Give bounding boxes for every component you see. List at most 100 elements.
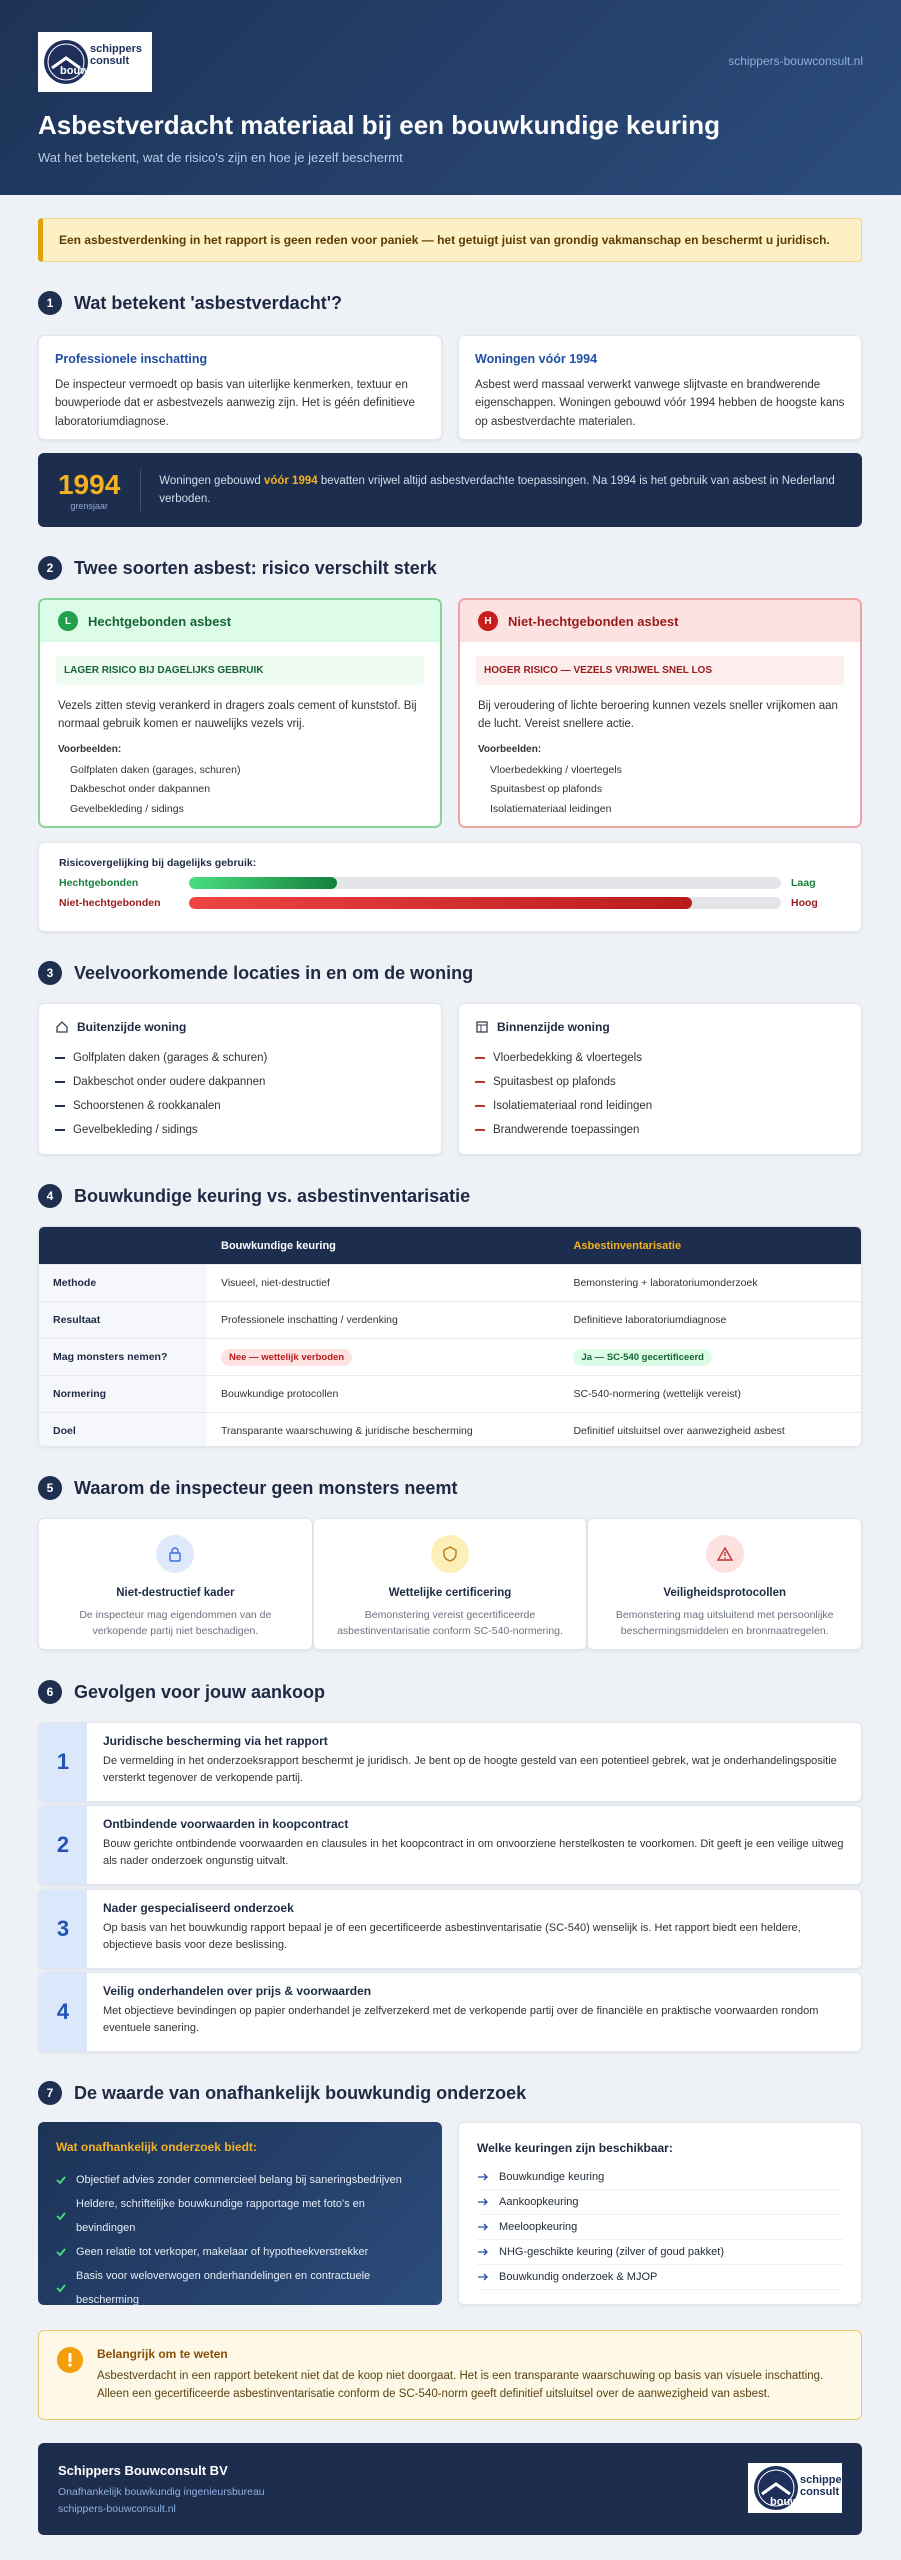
year-box: 1994 grensjaar bbox=[38, 469, 142, 511]
logo-text: schippers bbox=[800, 2474, 852, 2486]
icon-part bbox=[68, 2353, 72, 2362]
footer-tagline: Onafhankelijk bouwkundig ingenieursburea… bbox=[58, 2486, 265, 2498]
risk-tag: HOGER RISICO — VEZELS VRIJWEL SNEL LOS bbox=[476, 656, 844, 685]
reason-card: Niet-destructief kader De inspecteur mag … bbox=[38, 1518, 313, 1650]
risk-tag: LAGER RISICO BIJ DAGELIJKS GEBRUIK bbox=[56, 656, 424, 685]
table-cell: Methode bbox=[39, 1264, 207, 1302]
section-number: 5 bbox=[38, 1476, 62, 1500]
card-title: Woningen vóór 1994 bbox=[475, 352, 598, 366]
item-text: Dakbeschot onder oudere dakpannen bbox=[73, 1076, 266, 1088]
example-item: Golfplaten daken (garages, schuren) bbox=[70, 763, 241, 776]
risk-card: H Niet-hechtgebonden asbest HOGER RISICO —… bbox=[458, 598, 862, 828]
footer-link[interactable]: schippers-bouwconsult.nl bbox=[58, 2503, 176, 2515]
step: 3 Nader gespecialiseerd onderzoek Op basis… bbox=[38, 1888, 862, 1969]
risk-body: Vezels zitten stevig verankerd in drager… bbox=[40, 685, 440, 819]
icon bbox=[156, 1535, 195, 1573]
alert: Een asbestverdenking in het rapport is g… bbox=[38, 218, 862, 262]
footer: Schippers Bouwconsult BV Onafhankelijk bo… bbox=[38, 2443, 862, 2535]
footer-name: Schippers Bouwconsult BV bbox=[58, 2463, 228, 2478]
icon-part bbox=[47, 43, 85, 81]
item-text: Basis voor weloverwogen onderhandelingen… bbox=[76, 2270, 371, 2306]
step: 1 Juridische bescherming via het rapport D… bbox=[38, 1722, 862, 1802]
card-text: Asbest werd massaal verwerkt vanwege sli… bbox=[475, 379, 845, 428]
bar bbox=[189, 877, 337, 889]
table-cell: Nee — wettelijk verboden bbox=[207, 1338, 560, 1376]
logo-text: schippers bbox=[90, 43, 142, 55]
item-text: Aankoopkeuring bbox=[499, 2196, 579, 2208]
icon-part bbox=[478, 2198, 488, 2206]
card-title: Professionele inschatting bbox=[55, 352, 208, 366]
icon bbox=[705, 1535, 744, 1573]
icon-part bbox=[476, 1021, 488, 1033]
dash bbox=[475, 1129, 485, 1131]
dash bbox=[55, 1105, 65, 1107]
badge: L bbox=[58, 611, 78, 631]
inspection-item: Bouwkundig onderzoek & MJOP bbox=[477, 2265, 843, 2290]
inspection-item: Meeloopkeuring bbox=[477, 2215, 843, 2240]
risk-text: Bij veroudering of lichte beroering kunn… bbox=[478, 700, 838, 731]
step-body: Nader gespecialiseerd onderzoek Op basis … bbox=[87, 1890, 861, 1968]
icon-part bbox=[723, 1557, 726, 1559]
table-cell: Professionele inschatting / verdenking bbox=[207, 1301, 560, 1339]
icon-part bbox=[754, 2466, 798, 2510]
step-number: 3 bbox=[39, 1889, 87, 1968]
location-item: Isolatiemateriaal rond leidingen bbox=[475, 1094, 845, 1118]
item-text: Spuitasbest op plafonds bbox=[493, 1076, 616, 1088]
note-title: Belangrijk om te weten bbox=[97, 2347, 228, 2361]
bar bbox=[189, 897, 693, 909]
table-cell: Mag monsters nemen? bbox=[39, 1338, 207, 1376]
table-cell: SC-540-normering (wettelijk vereist) bbox=[559, 1375, 861, 1413]
icon-part bbox=[56, 2284, 66, 2293]
reason-text: Bemonstering mag uitsluitend met persoon… bbox=[615, 1609, 834, 1638]
logo-text: consult bbox=[90, 55, 130, 67]
example-item: Vloerbedekking / vloertegels bbox=[490, 763, 622, 776]
step-text: Met objectieve bevindingen op papier ond… bbox=[103, 2004, 819, 2035]
card-text: De inspecteur vermoedt op basis van uite… bbox=[55, 379, 415, 428]
step-number: 4 bbox=[39, 1972, 87, 2051]
note-text: Asbestverdacht in een rapport betekent n… bbox=[97, 2370, 824, 2401]
section-number: 3 bbox=[38, 961, 62, 985]
location-title: Binnenzijde woning bbox=[497, 1020, 610, 1034]
step-title: Juridische bescherming via het rapport bbox=[103, 1734, 328, 1748]
page-subtitle: Wat het betekent, wat de risico's zijn e… bbox=[38, 150, 403, 165]
item-text: NHG-geschikte keuring (zilver of goud pa… bbox=[499, 2246, 724, 2258]
info-card: Professionele inschatting De inspecteur v… bbox=[38, 335, 442, 440]
level-label: Laag bbox=[791, 877, 816, 889]
dash bbox=[55, 1081, 65, 1083]
year: 1994 bbox=[57, 469, 121, 500]
risk-text: Vezels zitten stevig verankerd in drager… bbox=[58, 700, 417, 731]
icon-part bbox=[478, 2248, 488, 2256]
inspection-item: Aankoopkeuring bbox=[477, 2190, 843, 2215]
logo-text: bouw bbox=[60, 65, 89, 77]
icon-part bbox=[68, 2353, 72, 2367]
location-item: Gevelbekleding / sidings bbox=[55, 1118, 425, 1142]
section-number: 1 bbox=[38, 291, 62, 315]
example-item: Spuitasbest op plafonds bbox=[490, 783, 603, 796]
icon-part bbox=[478, 2173, 488, 2181]
bar-track bbox=[189, 897, 781, 909]
section-heading: 2 Twee soorten asbest: risico verschilt s… bbox=[38, 555, 862, 581]
icon-part bbox=[478, 2223, 488, 2231]
step-title: Nader gespecialiseerd onderzoek bbox=[103, 1900, 294, 1915]
item-text: Golfplaten daken (garages & schuren) bbox=[73, 1052, 268, 1064]
icon-part bbox=[44, 40, 88, 84]
note: Belangrijk om te weten Asbestverdacht in … bbox=[38, 2330, 862, 2420]
offer-item: Objectief advies zonder commercieel bela… bbox=[56, 2168, 424, 2192]
icon-part bbox=[56, 2248, 66, 2257]
logo: schippers bouw consult bbox=[38, 32, 152, 92]
table-header: Bouwkundige keuring Asbestinventarisatie bbox=[39, 1227, 861, 1265]
site-link[interactable]: schippers-bouwconsult.nl bbox=[728, 54, 863, 68]
header-cell bbox=[39, 1227, 207, 1265]
dash bbox=[475, 1081, 485, 1083]
table-cell: Definitief uitsluitsel over aanwezigheid… bbox=[559, 1412, 861, 1446]
icon-part bbox=[716, 1546, 733, 1561]
dash bbox=[475, 1057, 485, 1059]
offers-title: Wat onafhankelijk onderzoek biedt: bbox=[56, 2140, 257, 2154]
reason-text: Bemonstering vereist gecertificeerde asb… bbox=[337, 1609, 563, 1638]
location-title-row: Binnenzijde woning bbox=[475, 1020, 845, 1034]
page-title: Asbestverdacht materiaal bij een bouwkun… bbox=[38, 110, 720, 140]
steps: 1 Juridische bescherming via het rapport D… bbox=[38, 1722, 862, 2052]
icon-part bbox=[68, 2363, 72, 2367]
inspection-item: NHG-geschikte keuring (zilver of goud pa… bbox=[477, 2240, 843, 2265]
icon-part bbox=[56, 2248, 66, 2257]
